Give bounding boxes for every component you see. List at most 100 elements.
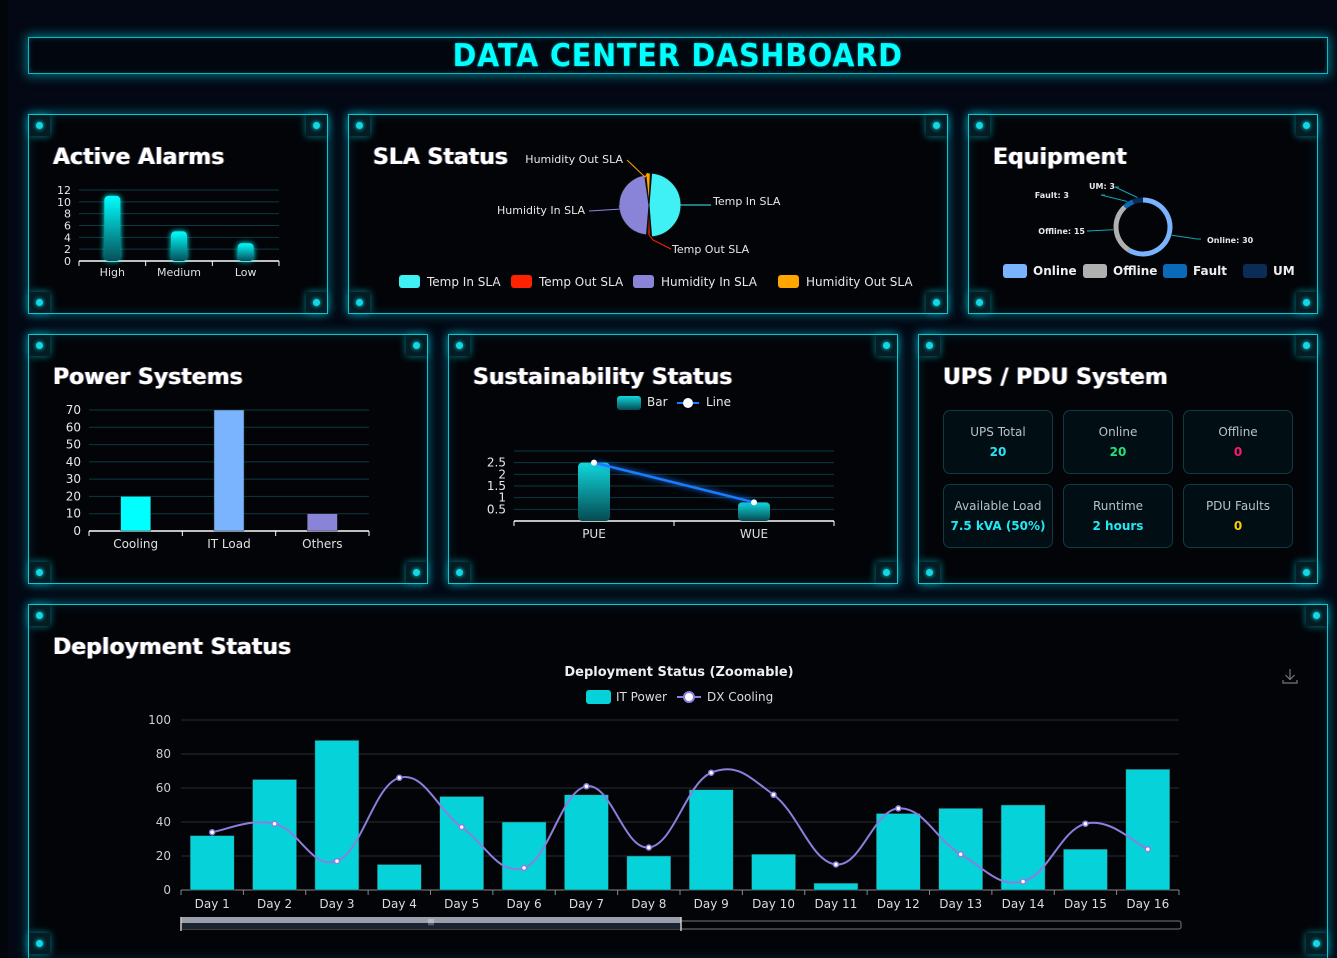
dashboard-header: DATA CENTER DASHBOARD: [28, 37, 1328, 74]
y-tick-label: 40: [66, 455, 81, 469]
card-value: 20: [1109, 445, 1127, 459]
line-point: [583, 783, 590, 790]
bar-day-12: [876, 813, 921, 891]
runtime-card: Runtime 2 hours: [1063, 484, 1173, 548]
power-chart: 0 10 20 30 40 50 60 70 Cooling IT Load Others: [66, 403, 370, 551]
ups-online-card: Online 20: [1063, 410, 1173, 474]
line-point: [208, 828, 216, 836]
line-point: [751, 499, 757, 506]
x-tick-label: Day 16: [1126, 897, 1169, 911]
corner-dot-icon: [919, 335, 940, 356]
chart-title: Deployment Status (Zoomable): [564, 665, 793, 680]
corner-dot-icon: [349, 115, 370, 136]
x-tick-label: Day 5: [444, 897, 479, 911]
donut-segment-online: [1127, 197, 1173, 257]
slice-label: Temp Out SLA: [671, 243, 750, 256]
download-button[interactable]: [1281, 667, 1299, 685]
legend-label: Humidity In SLA: [661, 275, 758, 289]
label-leader-line: [1114, 186, 1138, 198]
card-label: Available Load: [954, 499, 1042, 513]
corner-dot-icon: [1296, 562, 1317, 583]
bar-day-2: [252, 779, 297, 891]
legend-label: Fault: [1193, 264, 1227, 278]
donut-label: UM: 3: [1089, 182, 1115, 191]
legend-swatch: [617, 396, 641, 410]
card-value: 7.5 kVA (50%): [950, 519, 1046, 533]
bar-day-1: [189, 835, 235, 891]
bar-day-15: [1063, 848, 1108, 891]
y-tick-label: 4: [64, 231, 71, 244]
x-tick-label: Day 3: [319, 897, 354, 911]
y-tick-label: 0.5: [487, 502, 506, 516]
x-tick-label: Others: [302, 537, 342, 551]
y-tick-label: 40: [156, 815, 171, 829]
y-tick-label: 2: [498, 467, 506, 481]
y-tick-label: 10: [57, 196, 71, 209]
donut-segment-fault: [1123, 199, 1135, 209]
pie-slice-temp-in-sla: [648, 172, 682, 238]
line-point: [458, 823, 465, 831]
y-tick-label: 80: [156, 747, 171, 761]
y-tick-label: 70: [66, 403, 81, 417]
bar-day-7: [564, 794, 609, 891]
x-tick-label: Day 11: [815, 897, 858, 911]
y-tick-label: 20: [66, 489, 81, 503]
x-tick-label: Day 9: [694, 897, 729, 911]
page-edge: [0, 0, 8, 958]
power-systems-panel: Power Systems 0 10 20 30 40 50 60 70 Cooling IT L…: [28, 334, 428, 584]
corner-dot-icon: [29, 605, 50, 626]
line-point: [1144, 845, 1152, 853]
card-label: Runtime: [1092, 499, 1144, 513]
bar-day-16: [1125, 769, 1171, 891]
x-tick-label: Day 1: [195, 897, 230, 911]
label-leader-line: [1171, 234, 1201, 240]
y-tick-label: 30: [66, 472, 81, 486]
corner-dot-icon: [919, 562, 940, 583]
panel-title: Active Alarms: [53, 145, 225, 170]
panel-title: SLA Status: [373, 145, 509, 170]
x-tick-label: Cooling: [113, 537, 158, 551]
bar-low: [237, 243, 254, 261]
slice-label: Humidity Out SLA: [525, 153, 623, 166]
line-point: [520, 864, 528, 872]
corner-dot-icon: [876, 335, 897, 356]
y-tick-label: 0: [163, 883, 171, 897]
x-tick-label: Medium: [157, 266, 201, 279]
deployment-panel: Deployment Status Deployment Status (Zoo…: [28, 604, 1328, 958]
bar-day-3: [314, 740, 360, 891]
page-title: DATA CENTER DASHBOARD: [452, 37, 904, 74]
pie-slice-temp-out-sla: [647, 204, 651, 236]
x-tick-label: Day 7: [569, 897, 604, 911]
corner-dot-icon: [1296, 335, 1317, 356]
panel-title: Power Systems: [53, 365, 243, 390]
bar-day-4: [377, 864, 422, 891]
corner-dot-icon: [306, 292, 327, 313]
corner-dot-icon: [29, 562, 50, 583]
x-tick-label: Day 14: [1002, 897, 1045, 911]
legend-label: IT Power: [616, 690, 667, 704]
card-value: 0: [1233, 519, 1243, 533]
legend-swatch: [633, 275, 654, 288]
y-tick-label: 0: [73, 524, 81, 538]
dx-cooling-line: [212, 768, 1149, 884]
zoom-slider-grip-icon[interactable]: |||: [428, 919, 434, 926]
y-tick-label: 0: [64, 255, 71, 268]
equipment-panel: Equipment Online: 30 Offline: 15 Fault: 3 U…: [968, 114, 1318, 314]
corner-dot-icon: [449, 562, 470, 583]
bar-others: [307, 513, 338, 532]
donut-label: Offline: 15: [1038, 227, 1085, 236]
bar-medium: [171, 231, 187, 261]
label-leader-line: [626, 159, 649, 178]
legend-marker: [683, 398, 693, 408]
donut-segment-um: [1132, 197, 1144, 205]
ups-total-card: UPS Total 20: [943, 410, 1053, 474]
corner-dot-icon: [29, 292, 50, 313]
corner-dot-icon: [969, 292, 990, 313]
y-tick-label: 60: [156, 781, 171, 795]
corner-dot-icon: [349, 292, 370, 313]
line-point: [832, 861, 840, 868]
x-tick-label: Day 4: [382, 897, 417, 911]
line-point: [770, 791, 777, 799]
line-point: [591, 459, 597, 466]
x-tick-label: IT Load: [207, 537, 250, 551]
